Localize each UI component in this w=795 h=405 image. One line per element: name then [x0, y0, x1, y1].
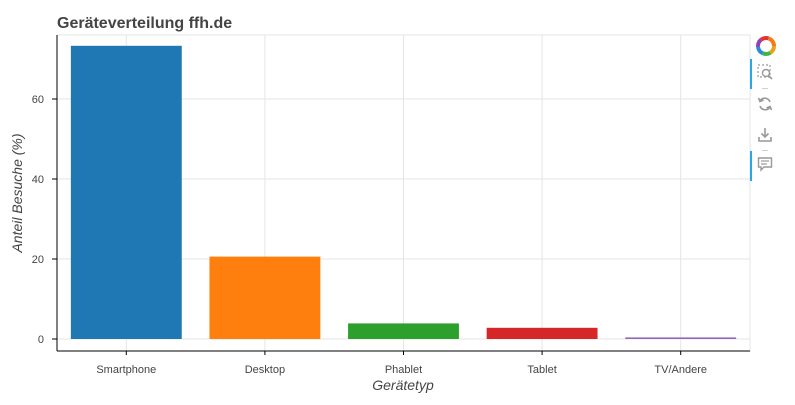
hover-icon	[757, 157, 773, 172]
bar-series	[70, 45, 737, 340]
y-axis-label: Anteil Besuche (%)	[9, 133, 25, 253]
y-tick-label: 40	[32, 174, 44, 186]
x-tick-label: Desktop	[245, 364, 285, 376]
reset-tool[interactable]	[750, 91, 780, 117]
toolbar-separator	[762, 88, 768, 89]
bar-tablet	[486, 327, 598, 339]
save-tool[interactable]	[750, 122, 780, 148]
y-tick-label: 60	[32, 94, 44, 106]
bar-tv-andere	[625, 337, 737, 339]
x-tick-label: Tablet	[527, 364, 556, 376]
save-icon	[758, 128, 772, 142]
toolbar-separator	[762, 150, 768, 151]
y-tick-label: 20	[32, 254, 44, 266]
bar-desktop	[209, 256, 321, 339]
y-tick-label: 0	[38, 334, 44, 346]
x-tick-label: Phablet	[385, 364, 422, 376]
x-tick-label: Smartphone	[96, 364, 156, 376]
x-axis-label: Gerätetyp	[372, 377, 434, 393]
bar-phablet	[348, 323, 459, 339]
chart-title: Geräteverteilung ffh.de	[57, 15, 232, 32]
bar-smartphone	[70, 45, 182, 340]
hover-tool[interactable]	[750, 151, 780, 181]
bokeh-logo-icon[interactable]	[750, 32, 780, 58]
x-ticks: Smartphone Desktop Phablet Tablet TV/Andere	[96, 351, 707, 376]
box-zoom-tool[interactable]	[750, 59, 780, 89]
chart-toolbar	[750, 30, 780, 190]
x-tick-label: TV/Andere	[654, 364, 707, 376]
reset-icon	[757, 97, 773, 111]
y-ticks: 0 20 40 60	[32, 94, 57, 346]
box-zoom-icon	[757, 64, 773, 80]
